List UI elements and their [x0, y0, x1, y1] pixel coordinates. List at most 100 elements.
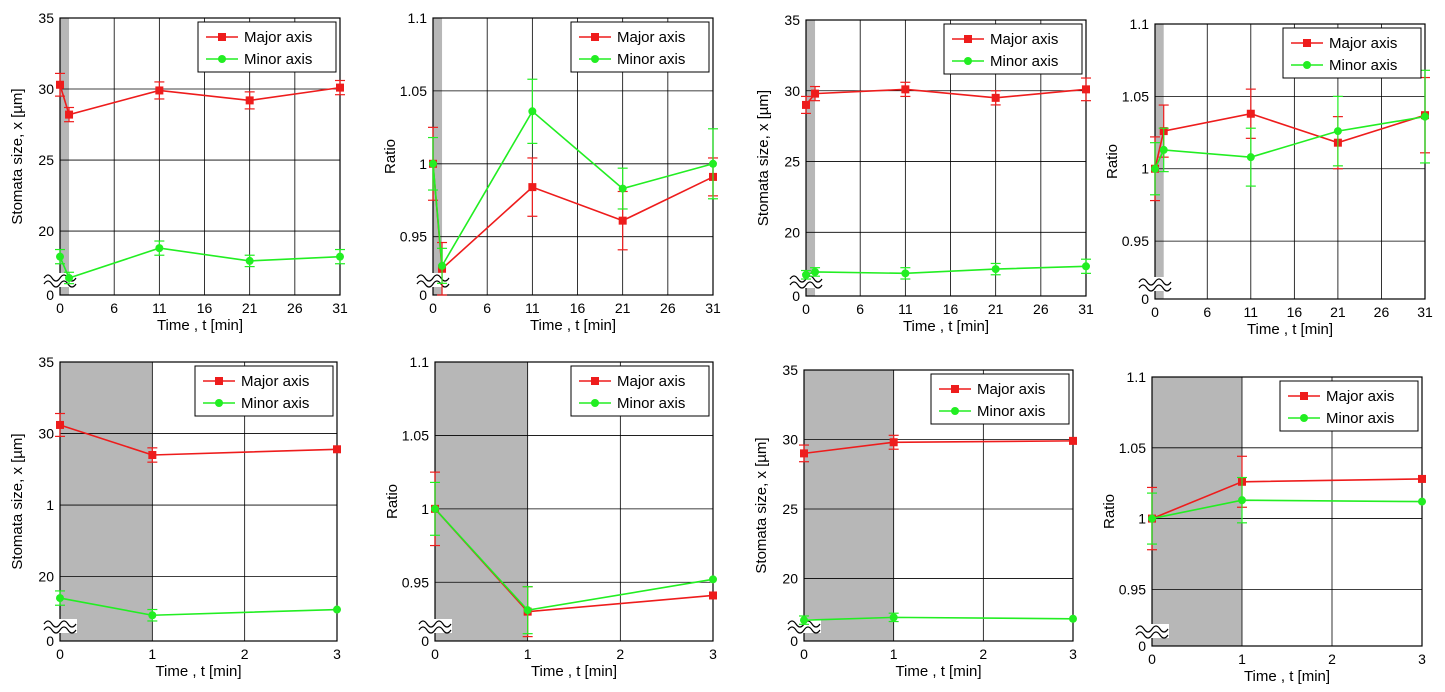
legend-label: Major axis: [241, 373, 309, 390]
legend-square-icon: [964, 35, 972, 43]
x-tick-label: 21: [242, 300, 258, 316]
data-point: [889, 438, 898, 447]
y-tick-label: 1.05: [402, 427, 429, 443]
legend: Major axis Minor axis: [570, 365, 710, 417]
series-major-axis: [55, 72, 345, 123]
legend-box: [194, 365, 334, 417]
x-tick-label: 26: [1033, 301, 1049, 317]
x-tick-label: 16: [570, 300, 586, 316]
x-tick-label: 1: [1238, 651, 1246, 667]
data-point: [65, 273, 74, 282]
axis-break-icon: [43, 620, 77, 628]
x-tick-label: 0: [56, 300, 64, 316]
series-minor-axis: [799, 612, 1077, 625]
axis-break-icon: [418, 620, 452, 628]
axis-break-icon: [1135, 625, 1169, 633]
y-tick-label: 20: [782, 570, 798, 586]
x-tick-label: 1: [148, 646, 156, 662]
legend-square-icon: [218, 33, 226, 41]
legend-label: Major axis: [1326, 388, 1394, 405]
legend-circle-icon: [951, 407, 959, 415]
legend: Major axis Minor axis: [1282, 27, 1422, 79]
y-tick-label: 1.1: [410, 354, 430, 370]
x-tick-label: 11: [898, 301, 913, 317]
data-point: [56, 252, 64, 261]
axis-break-icon: [787, 626, 821, 634]
legend-square-icon: [591, 33, 599, 41]
legend-square-icon: [1303, 39, 1311, 47]
x-tick-label: 0: [802, 301, 810, 317]
legend-label: Minor axis: [241, 395, 309, 412]
x-tick-label: 11: [152, 300, 167, 316]
legend-label: Minor axis: [244, 51, 312, 68]
legend-square-icon: [951, 385, 959, 393]
x-tick-label: 1: [890, 646, 898, 662]
data-point: [991, 93, 1000, 102]
chart-panel-3: 0 20 25 30 35 0 6 11 16 21 26 31 Time , t [min] Stoma…: [755, 12, 1094, 335]
data-point: [811, 89, 820, 98]
shaded-region: [1155, 24, 1164, 299]
legend: Major axis Minor axis: [1279, 380, 1419, 432]
y-tick-label: 1: [419, 156, 427, 172]
shaded-region: [1152, 377, 1242, 646]
legend-label: Major axis: [617, 373, 685, 390]
legend: Major axis Minor axis: [194, 365, 334, 417]
data-point: [333, 605, 341, 614]
data-point: [155, 86, 164, 95]
data-point: [1238, 496, 1246, 505]
data-point: [1148, 514, 1156, 523]
data-point: [336, 83, 344, 92]
chart-panel-2: 0 0.95 1 1.05 1.1 0 6 11 16 21 26 31 Time , t [min] R…: [382, 10, 721, 334]
y-tick-label: 20: [784, 224, 800, 240]
data-point: [56, 420, 64, 429]
data-point: [1159, 145, 1168, 154]
data-point: [148, 451, 157, 459]
data-point: [618, 184, 627, 193]
data-point: [1246, 153, 1255, 162]
legend-circle-icon: [1300, 414, 1308, 422]
y-tick-label: 30: [38, 81, 54, 97]
y-tick-label: 1.1: [408, 10, 428, 26]
y-tick-label: 0: [792, 288, 800, 304]
x-axis-label: Time , t [min]: [1244, 668, 1330, 685]
x-axis-label: Time , t [min]: [903, 318, 989, 335]
data-point: [438, 261, 447, 270]
data-point: [245, 96, 254, 105]
x-tick-label: 1: [524, 646, 532, 662]
y-tick-label: 0: [421, 633, 429, 649]
data-point: [1333, 127, 1342, 136]
series-minor-axis: [801, 258, 1091, 280]
legend: Major axis Minor axis: [197, 21, 337, 73]
data-point: [56, 594, 64, 603]
y-tick-label: 1.05: [1119, 440, 1146, 456]
y-tick-label: 25: [38, 152, 54, 168]
x-tick-label: 6: [110, 300, 118, 316]
series-minor-axis: [430, 481, 717, 635]
axis-break-icon: [418, 626, 452, 634]
x-tick-label: 3: [709, 646, 717, 662]
y-tick-label: 30: [38, 426, 54, 442]
x-axis-label: Time , t [min]: [895, 663, 981, 680]
x-tick-label: 11: [525, 300, 540, 316]
x-tick-label: 2: [616, 646, 624, 662]
y-axis-label: Stomata size, x [µm]: [755, 90, 772, 226]
chart-panel-7: 0 20 25 30 35 0 1 2 3 Time , t [min] Stomata size,…: [753, 362, 1077, 680]
legend-square-icon: [215, 377, 223, 385]
legend-label: Minor axis: [1329, 57, 1397, 74]
series-major-axis: [55, 412, 341, 463]
legend-circle-icon: [591, 399, 599, 407]
axis-break-icon: [1138, 284, 1172, 292]
y-tick-label: 0: [46, 287, 54, 303]
data-point: [148, 611, 157, 620]
y-axis-label: Ratio: [384, 484, 401, 519]
series-minor-axis: [55, 240, 345, 285]
axis-break-icon: [1135, 631, 1169, 639]
x-tick-label: 31: [705, 300, 721, 316]
y-tick-label: 20: [38, 569, 54, 585]
data-point: [1151, 164, 1159, 173]
x-tick-label: 16: [1287, 304, 1303, 320]
y-tick-label: 0: [790, 633, 798, 649]
chart-panel-4: 0 0.95 1 1.05 1.1 0 6 11 16 21 26 31 Time , t [min] R…: [1104, 16, 1433, 338]
data-point: [1418, 497, 1426, 506]
y-axis-label: Ratio: [1104, 144, 1121, 179]
